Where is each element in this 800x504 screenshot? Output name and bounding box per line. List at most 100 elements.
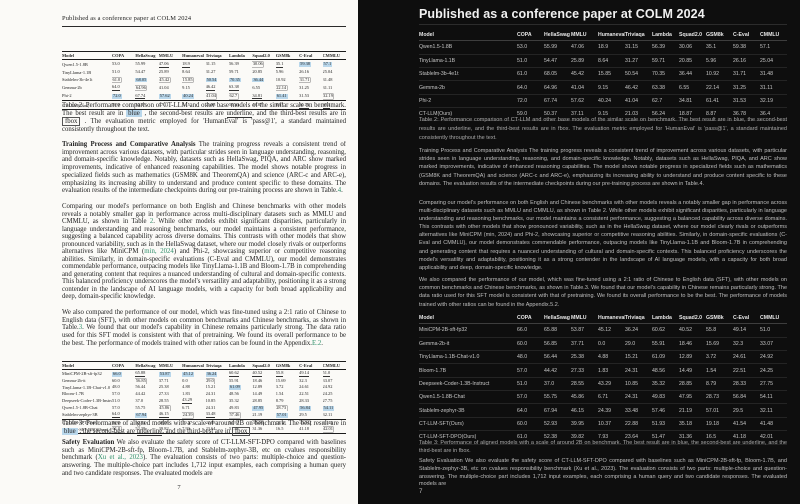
metric-value: 22.88: [625, 417, 652, 432]
metric-value: 57.1: [760, 40, 787, 55]
metric-value: 28.33: [299, 397, 310, 403]
metric-value: 51.47: [652, 430, 679, 445]
text-segment: , the second-best are: [77, 427, 137, 435]
table-row: Bloom-1.7B 57.0 44.42 27.33 1.83 24.31 48.56 14…: [62, 391, 346, 398]
metric-value: 36.24: [625, 323, 652, 338]
table2-caption: Table 2: Performance comparison of CT-LL…: [419, 117, 787, 141]
metric-value: 30.06: [252, 61, 263, 67]
model-name: Qwen1.5-1.8B-Chat: [62, 405, 98, 411]
paper-header: Published as a conference paper at COLM …: [419, 7, 705, 21]
column-header: Humaneval: [182, 51, 206, 60]
table-aligned-models: Model COPA HellaSwag MMLU Humaneval Triviaqa L…: [62, 361, 346, 434]
model-name: CT-LLM-SFT-DPO(Ours): [419, 430, 517, 445]
metric-value: 25.38: [571, 350, 598, 365]
metric-value: 6.55: [252, 84, 261, 90]
metric-value: 66.0: [112, 370, 122, 377]
table2-caption: Table 2: Performance comparison of CT-LL…: [62, 102, 346, 137]
metric-value: 46.15: [158, 411, 169, 419]
metric-value: 46.42: [205, 84, 216, 91]
column-header: Model: [62, 361, 112, 370]
table-row: Deepseek-Coder-1.3B-Instruct 51.0 37.0 28.5…: [62, 397, 346, 405]
table-row: Gemma-2b 64.0 64.96 41.04 9.15 46.42 63.38 6.55…: [419, 80, 787, 95]
metric-value: 6.55: [679, 80, 706, 95]
metric-value: 16.5: [706, 430, 733, 445]
citation-link[interactable]: Xu et al., 2023: [97, 454, 143, 462]
column-header: Triviaqa: [625, 29, 652, 42]
metric-value: 37.11: [571, 107, 598, 122]
metric-value: 28.55: [571, 377, 598, 392]
metric-value: 56.39: [228, 61, 239, 67]
metric-value: 56.24: [228, 100, 253, 110]
metric-value: 43.29: [182, 397, 193, 405]
column-header: Squad2.0: [252, 361, 276, 370]
metric-value: 22.14: [276, 84, 287, 90]
metric-value: 31.48: [322, 76, 333, 82]
column-header: Triviaqa: [625, 312, 652, 325]
metric-value: 65.88: [544, 323, 571, 338]
column-header: Squad2.0: [252, 51, 276, 60]
metric-value: 0.0: [182, 377, 188, 383]
metric-value: 54.11: [322, 404, 335, 411]
metric-value: 32.3: [299, 377, 307, 383]
citation-link[interactable]: E.2: [311, 339, 322, 347]
metric-value: 50.37: [135, 100, 159, 110]
text-segment: ) and Phi-2, showcasing superior or comp…: [62, 248, 346, 300]
column-header: HellaSwag: [135, 51, 159, 60]
column-header: GSM8k: [275, 51, 300, 60]
metric-value: 8.87: [706, 107, 733, 122]
metric-value: 64.0: [517, 403, 544, 418]
metric-value: 47.06: [158, 60, 169, 68]
column-header: Triviaqa: [205, 51, 229, 60]
metric-value: 27.33: [158, 390, 169, 396]
citation-link[interactable]: 3: [78, 324, 83, 332]
metric-value: 52.38: [544, 430, 571, 445]
citation-link[interactable]: 2: [149, 218, 154, 225]
metric-value: 51.0: [112, 397, 120, 403]
metric-value: 37.0: [544, 377, 571, 392]
metric-value: 57.62: [571, 94, 598, 109]
metric-value: 31.15: [625, 40, 652, 55]
table-header-row: Model COPA HellaSwag MMLU Humaneval Triviaqa L…: [62, 361, 346, 370]
column-header: C-Eval: [299, 361, 323, 370]
safety-evaluation-paragraph: Safety Evaluation We also evaluate the s…: [419, 458, 787, 488]
metric-value: 56.84: [299, 404, 312, 411]
metric-value: 56.39: [652, 40, 679, 55]
text-segment: We also evaluate the safety score of CT-…: [62, 439, 346, 462]
metric-value: 61.0: [517, 430, 544, 445]
metric-value: 1.83: [182, 390, 190, 396]
metric-value: 21.19: [679, 403, 706, 418]
page-number: 7: [419, 488, 423, 495]
metric-value: 64.0: [112, 84, 120, 91]
metric-value: 31.25: [299, 84, 310, 90]
column-header: MMLU: [571, 29, 598, 42]
metric-value: 32.11: [322, 411, 333, 417]
metric-value: 24.61: [733, 350, 760, 365]
metric-value: 37.71: [571, 337, 598, 351]
metric-value: 36.78: [733, 107, 760, 122]
citation-link[interactable]: min, 2024: [144, 248, 174, 255]
citation-link[interactable]: 4: [337, 187, 342, 195]
metric-value: 45.86: [159, 404, 170, 410]
metric-value: 41.04: [158, 84, 169, 90]
metric-value: 36.4: [322, 100, 346, 110]
metric-value: 32.19: [323, 93, 333, 99]
text-segment: ). The evaluation consists of two parts:…: [62, 454, 346, 477]
metric-value: 22.51: [733, 363, 760, 378]
text-segment: underline: [136, 427, 163, 436]
metric-value: 61.41: [275, 93, 288, 99]
text-segment: .: [321, 339, 323, 347]
metric-value: 3.72: [275, 384, 284, 390]
metric-value: 51.0: [112, 69, 120, 75]
metric-value: 32.3: [733, 337, 760, 351]
metric-value: 15.21: [625, 350, 652, 365]
metric-value: 28.73: [276, 404, 287, 410]
metric-value: 62.7: [652, 94, 679, 109]
metric-value: 51.0: [322, 370, 331, 378]
table-base-models: Model COPA HellaSwag MMLU Humaneval Triviaqa L…: [419, 29, 787, 122]
metric-value: 22.14: [706, 80, 733, 95]
metric-value: 21.03: [205, 100, 229, 110]
metric-value: 12.89: [679, 350, 706, 365]
text-segment: Table 3: Performance of aligned models w…: [62, 420, 346, 427]
metric-value: 24.39: [182, 411, 193, 417]
table-aligned-models: Model COPA HellaSwag MMLU Humaneval Triviaqa L…: [419, 312, 787, 445]
